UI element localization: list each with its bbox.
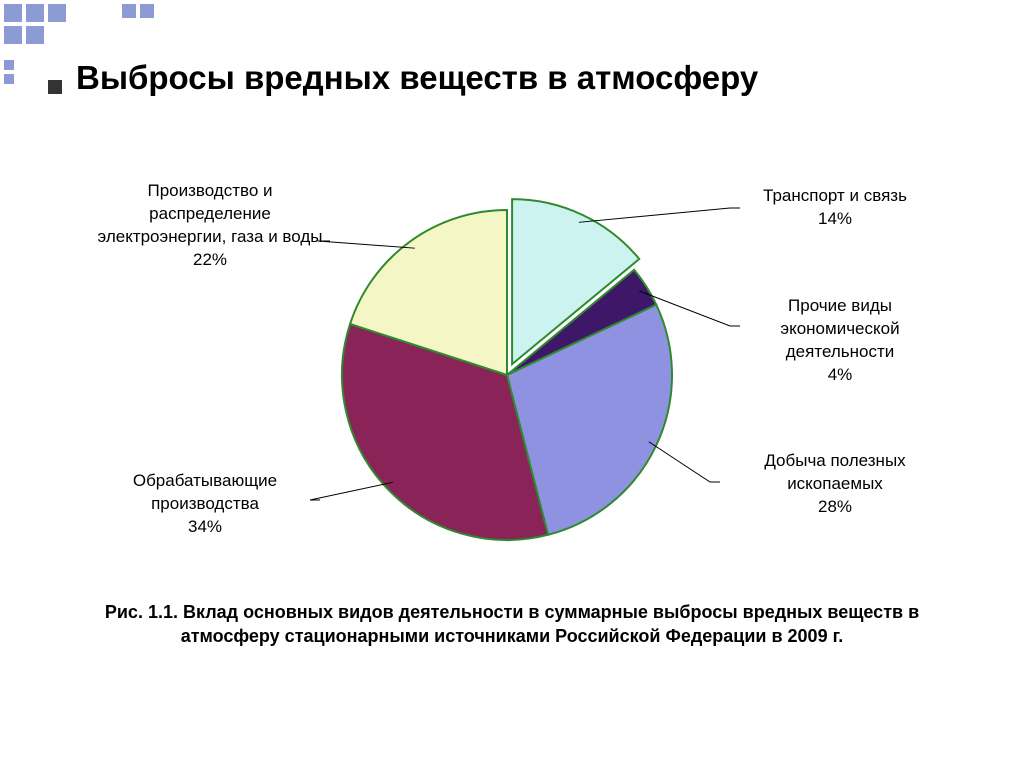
page-title: Выбросы вредных веществ в атмосферу bbox=[76, 58, 976, 98]
pie-chart-container: Транспорт и связь14% Прочие виды экономич… bbox=[0, 160, 1024, 590]
title-bullet bbox=[48, 80, 62, 94]
figure-caption: Рис. 1.1. Вклад основных видов деятельно… bbox=[60, 600, 964, 649]
slice-label-energy: Производство и распределение электроэнер… bbox=[90, 180, 330, 272]
slice-label-transport: Транспорт и связь14% bbox=[740, 185, 930, 231]
slice-label-other: Прочие виды экономической деятельности4% bbox=[740, 295, 940, 387]
slice-label-mining: Добыча полезных ископаемых28% bbox=[720, 450, 950, 519]
leader-line-mining bbox=[649, 442, 720, 482]
leader-line-transport bbox=[579, 208, 740, 222]
leader-line-manufacturing bbox=[310, 482, 393, 500]
slice-label-manufacturing: Обрабатывающие производства34% bbox=[90, 470, 320, 539]
leader-line-energy bbox=[318, 241, 415, 248]
